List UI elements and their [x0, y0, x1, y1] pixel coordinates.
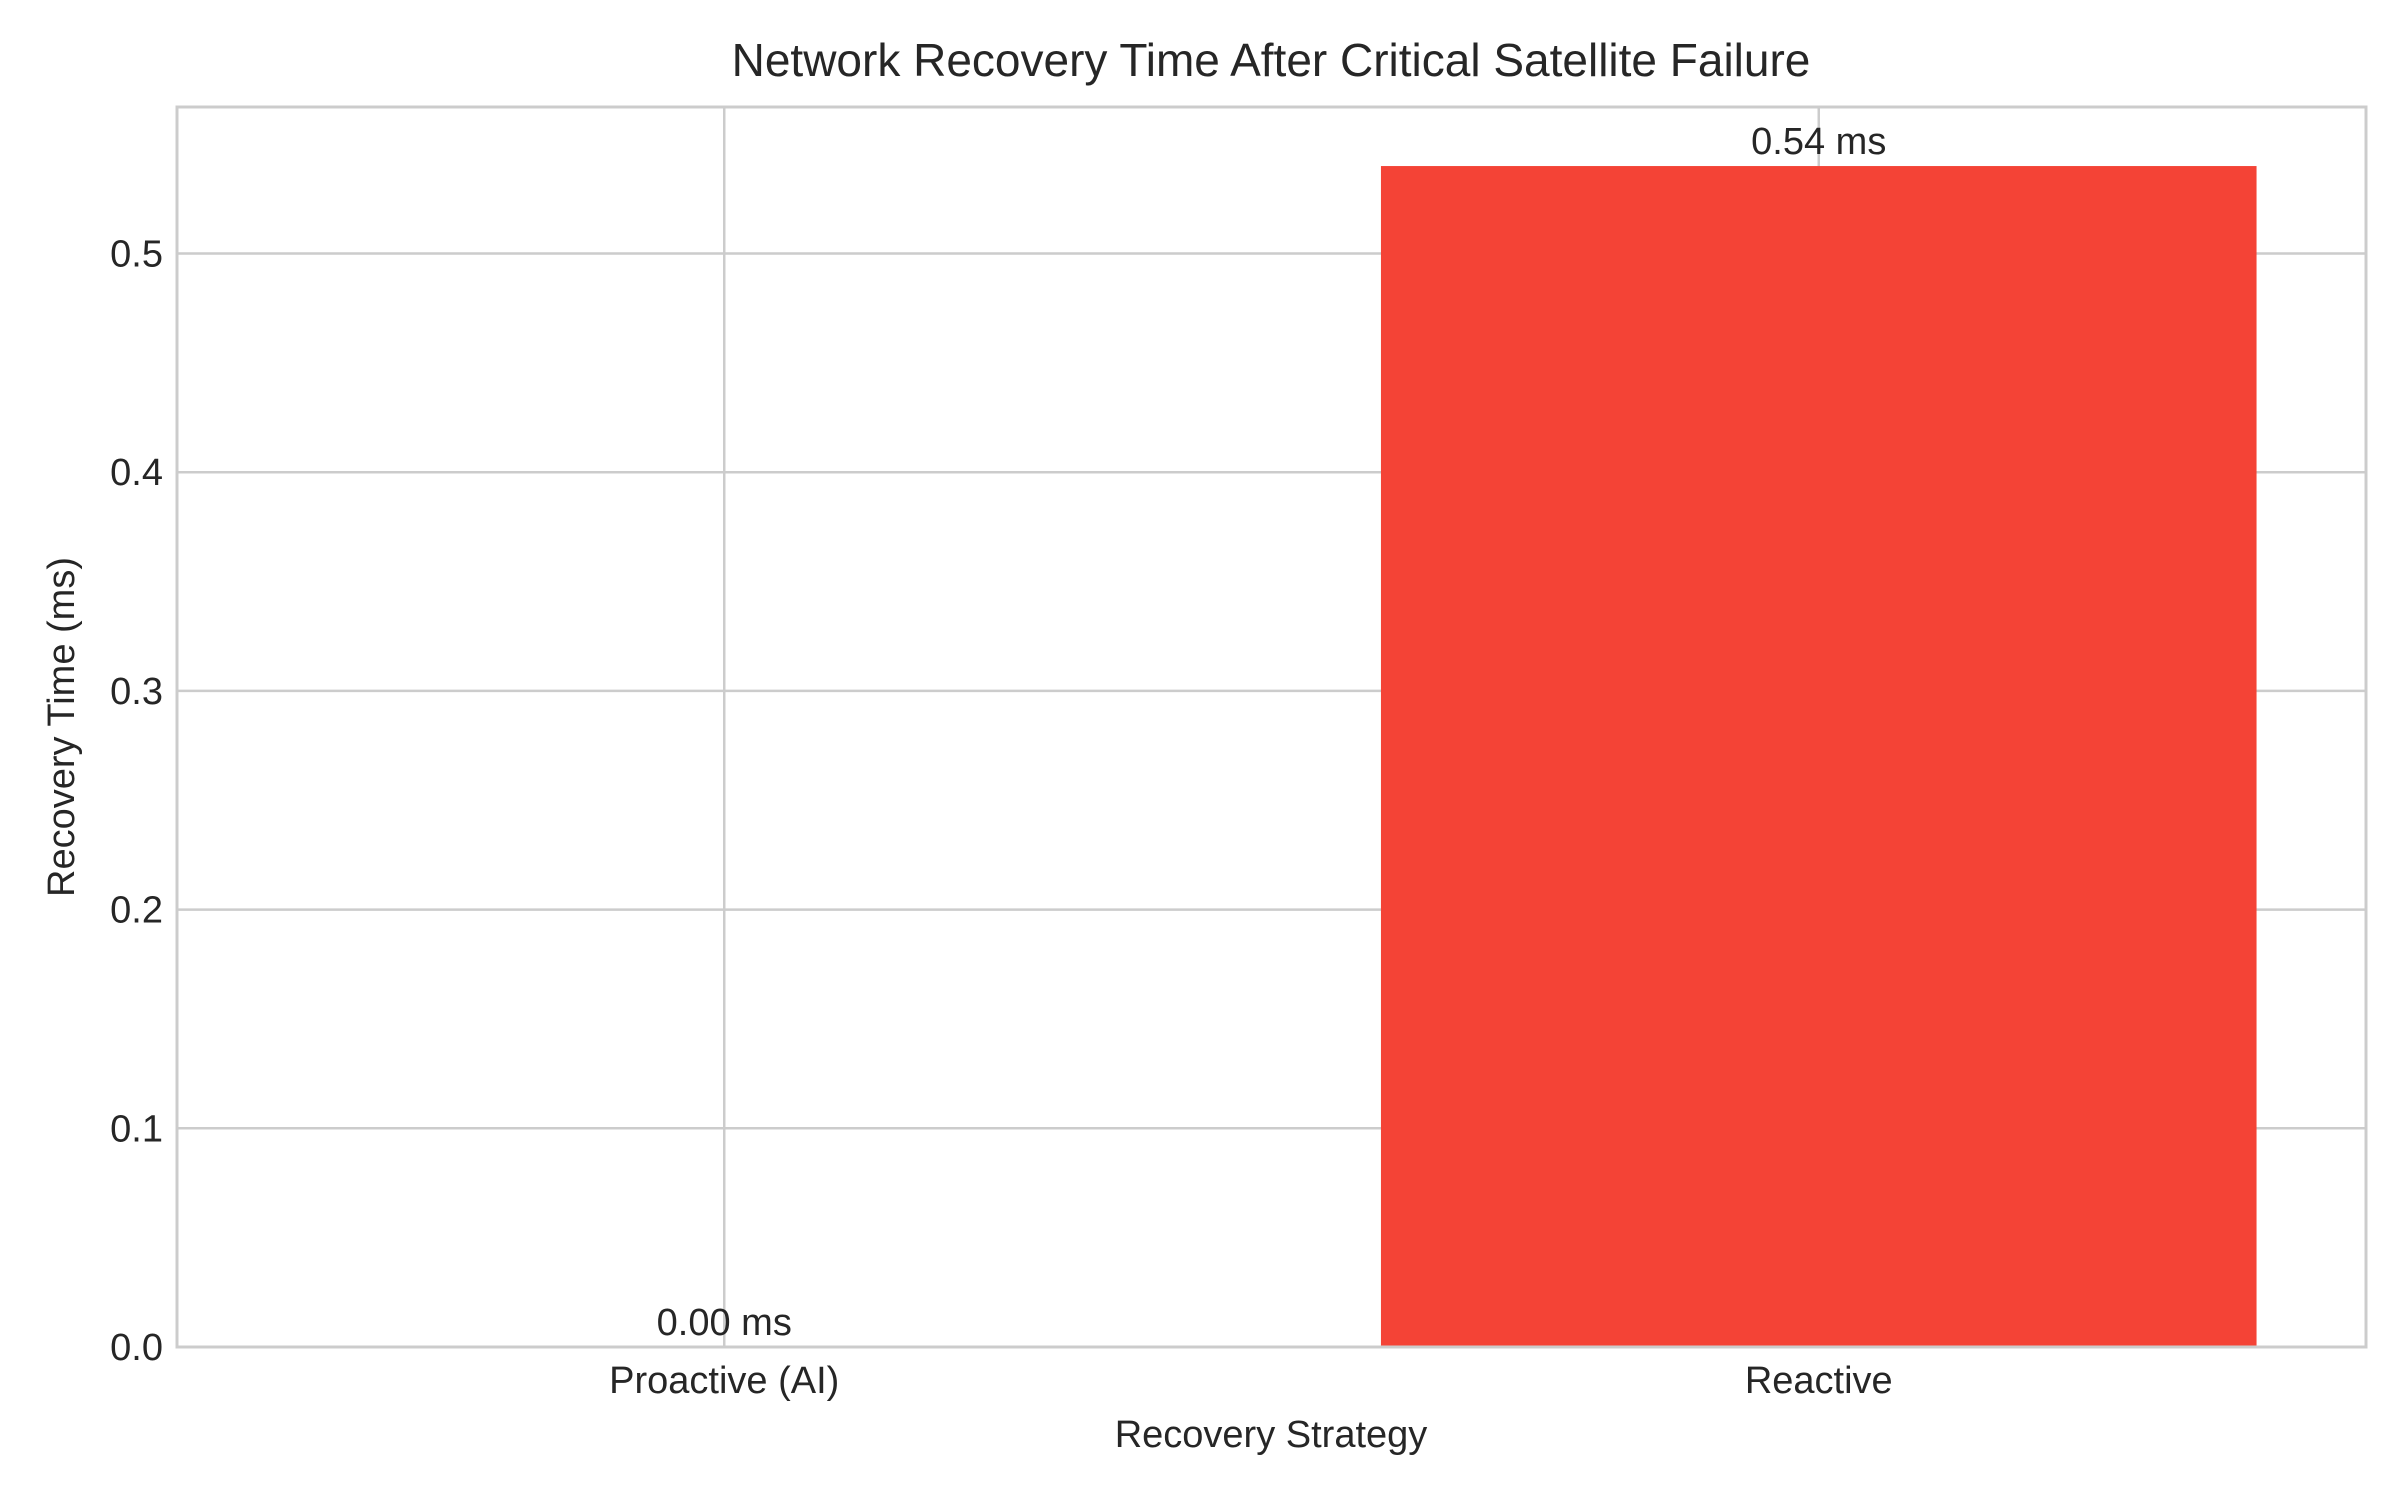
y-axis-label: Recovery Time (ms) [41, 557, 83, 897]
x-tick-label: Proactive (AI) [609, 1360, 839, 1402]
x-axis-label: Recovery Strategy [1115, 1414, 1428, 1456]
value-labels: 0.00 ms 0.54 ms [657, 121, 1887, 1344]
plot-frame [175, 105, 2368, 1349]
y-tick-label: 0.2 [110, 890, 163, 932]
y-tick-label: 0.4 [110, 452, 163, 494]
x-tick-labels: Proactive (AI) Reactive [609, 1360, 1893, 1402]
grid [177, 107, 2366, 1349]
y-tick-label: 0.5 [110, 234, 163, 276]
y-tick-label: 0.3 [110, 671, 163, 713]
bar-value-label: 0.00 ms [657, 1302, 792, 1344]
y-tick-label: 0.0 [110, 1327, 163, 1369]
y-tick-labels: 0.0 0.1 0.2 0.3 0.4 0.5 [110, 234, 163, 1369]
y-tick-label: 0.1 [110, 1108, 163, 1150]
x-tick-label: Reactive [1745, 1360, 1893, 1402]
bars [1380, 166, 2257, 1348]
bar-value-label: 0.54 ms [1751, 121, 1886, 163]
chart-title: Network Recovery Time After Critical Sat… [732, 34, 1811, 86]
bar [1380, 166, 2257, 1348]
